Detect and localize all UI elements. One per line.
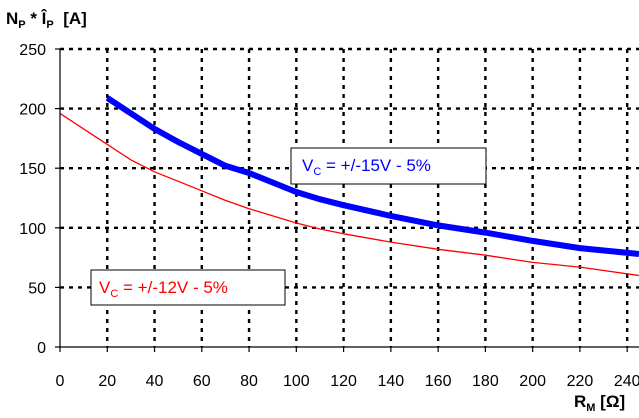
y-tick-label: 100	[19, 221, 46, 238]
x-tick-label: 60	[193, 373, 211, 390]
x-tick-label: 120	[330, 373, 357, 390]
x-tick-label: 80	[240, 373, 258, 390]
y-tick-label: 0	[37, 340, 46, 357]
x-tick-label: 180	[472, 373, 499, 390]
legend-text-12v: VC = +/-12V - 5%	[99, 278, 228, 300]
y-tick-label: 150	[19, 161, 46, 178]
x-tick-label: 220	[567, 373, 594, 390]
x-tick-label: 240	[614, 373, 639, 390]
y-tick-label: 250	[19, 42, 46, 59]
x-tick-label: 0	[56, 373, 65, 390]
x-axis-title: RM [Ω]	[574, 392, 625, 414]
legend-label-15v: VC = +/-15V - 5%	[290, 147, 487, 185]
x-tick-label: 100	[283, 373, 310, 390]
plot-frame	[55, 48, 639, 352]
y-tick-label: 200	[19, 102, 46, 119]
legend-box-15v	[290, 147, 487, 185]
y-axis-title: NP * ÎP [A]	[6, 9, 87, 31]
series-lines	[59, 95, 639, 277]
x-tick-labels: 0 20 40 60 80 100 120 140 160 180 200 220 240	[56, 373, 639, 390]
legend-box-12v	[90, 269, 286, 306]
x-tick-label: 200	[519, 373, 546, 390]
x-tick-label: 40	[146, 373, 164, 390]
y-tick-labels: 0 50 100 150 200 250	[19, 42, 46, 357]
y-tick-label: 50	[28, 280, 46, 297]
series-line-15v	[105, 95, 639, 257]
x-tick-label: 140	[378, 373, 405, 390]
series-line-12v	[59, 112, 639, 277]
legend-text-15v: VC = +/-15V - 5%	[302, 156, 431, 178]
x-tick-label: 20	[98, 373, 116, 390]
legend-label-12v: VC = +/-12V - 5%	[90, 269, 286, 306]
x-tick-label: 160	[425, 373, 452, 390]
